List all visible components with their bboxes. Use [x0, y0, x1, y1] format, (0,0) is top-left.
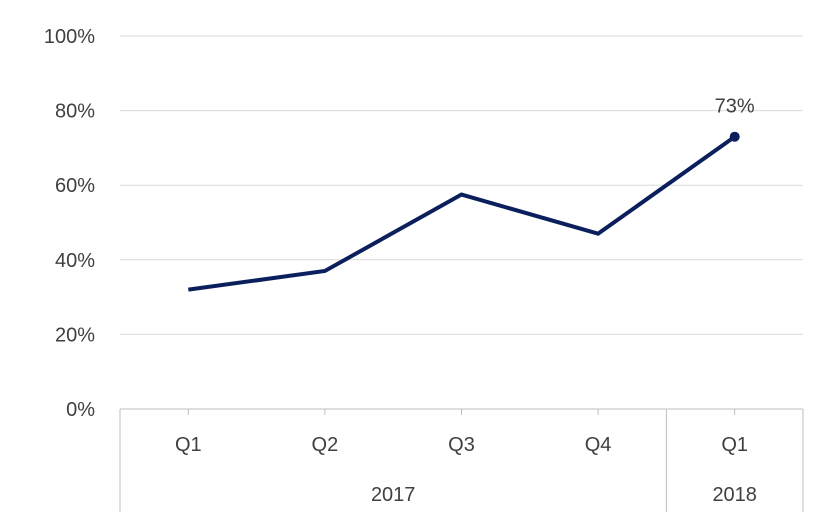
x-group-label: 2018: [712, 484, 757, 506]
y-tick-label: 100%: [44, 26, 95, 48]
y-tick-label: 20%: [55, 324, 95, 346]
data-point-marker: [729, 131, 740, 142]
gridlines: [120, 35, 803, 335]
x-tick-label: Q3: [448, 434, 475, 456]
x-tick-label: Q1: [175, 434, 202, 456]
y-tick-label: 40%: [55, 250, 95, 272]
data-label: 73%: [715, 96, 755, 118]
series-line: [188, 135, 736, 292]
y-tick-label: 60%: [55, 175, 95, 197]
y-tick-label: 0%: [66, 399, 95, 421]
y-tick-label: 80%: [55, 101, 95, 123]
x-axis-group-labels: 2017 2018: [371, 484, 757, 506]
category-axis: [119, 408, 804, 512]
x-tick-label: Q4: [585, 434, 612, 456]
x-tick-label: Q2: [312, 434, 339, 456]
series: [188, 135, 736, 292]
y-axis-tick-labels: 0% 20% 40% 60% 80% 100%: [44, 26, 95, 421]
x-tick-label: Q1: [721, 434, 748, 456]
x-group-label: 2017: [371, 484, 416, 506]
annotations: 73%: [715, 96, 755, 142]
x-axis-tick-labels: Q1 Q2 Q3 Q4 Q1: [175, 434, 748, 456]
